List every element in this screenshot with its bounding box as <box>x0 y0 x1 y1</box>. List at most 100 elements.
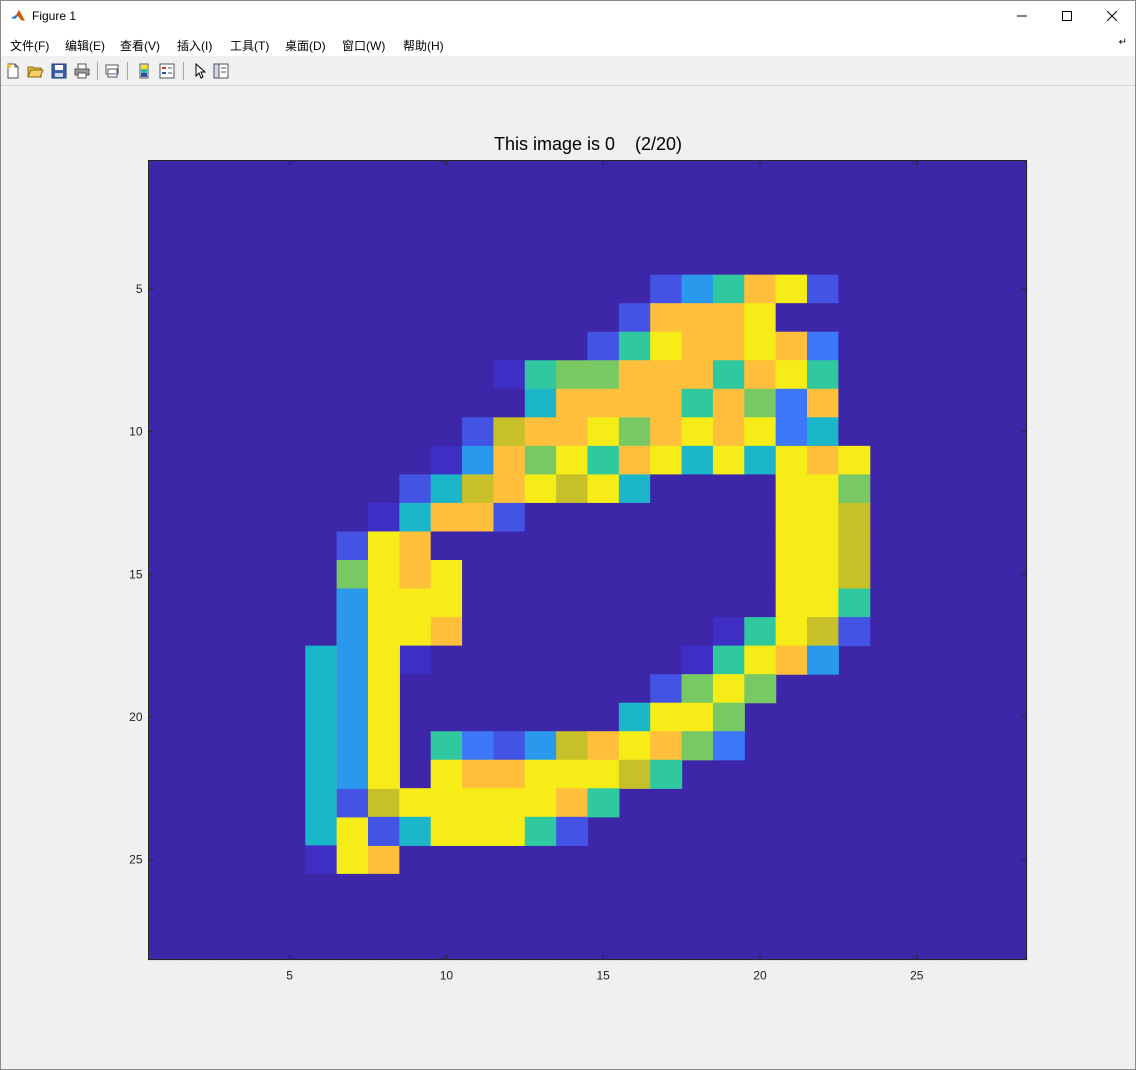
heatmap-cell <box>179 303 212 333</box>
heatmap-cell <box>963 445 996 475</box>
heatmap-cell <box>744 474 777 504</box>
heatmap-cell <box>399 674 432 704</box>
insert-colorbar-icon[interactable] <box>135 62 153 80</box>
heatmap-cell <box>963 189 996 219</box>
heatmap-cell <box>336 759 369 789</box>
minimize-button[interactable] <box>999 1 1045 31</box>
heatmap-cell <box>368 845 400 875</box>
heatmap-cell <box>399 474 432 504</box>
heatmap-cell <box>838 788 871 818</box>
menu-window[interactable]: 窗口(W) <box>342 39 386 53</box>
menu-view[interactable]: 查看(V) <box>120 39 160 53</box>
close-button[interactable] <box>1089 1 1135 31</box>
heatmap-cell <box>712 189 745 219</box>
heatmap-cell <box>305 645 338 675</box>
heatmap-cell <box>179 759 212 789</box>
heatmap-cell <box>869 759 902 789</box>
menu-edit[interactable]: 编辑(E) <box>65 39 105 53</box>
heatmap-cell <box>587 902 620 932</box>
heatmap-cell <box>807 388 839 418</box>
heatmap-cell <box>556 674 589 704</box>
heatmap-cell <box>650 731 683 761</box>
heatmap-cell <box>901 845 934 875</box>
insert-legend-icon[interactable] <box>158 62 176 80</box>
heatmap-cell <box>807 217 839 247</box>
heatmap-cell <box>336 788 369 818</box>
heatmap-cell <box>430 816 463 846</box>
menu-desktop[interactable]: 桌面(D) <box>285 39 326 53</box>
heatmap-cell <box>368 702 400 732</box>
heatmap-cell <box>775 845 808 875</box>
property-inspector-icon[interactable] <box>212 62 230 80</box>
heatmap-cell <box>368 331 400 361</box>
menu-overflow-icon[interactable]: ↵ <box>1118 37 1127 48</box>
heatmap-cell <box>995 731 1028 761</box>
heatmap-cell <box>995 816 1028 846</box>
heatmap-cell <box>587 788 620 818</box>
menu-help[interactable]: 帮助(H) <box>403 39 444 53</box>
heatmap-cell <box>368 902 400 932</box>
heatmap-cell <box>336 246 369 276</box>
window-title: Figure 1 <box>32 9 77 23</box>
heatmap-cell <box>587 417 620 447</box>
heatmap-cell <box>963 674 996 704</box>
heatmap-cell <box>368 417 400 447</box>
heatmap-cell <box>493 731 526 761</box>
heatmap-cell <box>712 217 745 247</box>
edit-plot-icon[interactable] <box>191 62 209 80</box>
heatmap-cell <box>273 617 306 647</box>
menu-insert[interactable]: 插入(I) <box>177 39 213 53</box>
heatmap-cell <box>211 274 244 304</box>
heatmap-cell <box>493 588 526 618</box>
heatmap-cell <box>618 902 651 932</box>
heatmap-cell <box>807 731 839 761</box>
heatmap-cell <box>242 902 275 932</box>
link-axes-icon[interactable] <box>103 62 121 80</box>
heatmap-cell <box>493 217 526 247</box>
print-icon[interactable] <box>73 62 91 80</box>
heatmap-cell <box>179 788 212 818</box>
save-icon[interactable] <box>50 62 68 80</box>
heatmap-cell <box>179 502 212 533</box>
heatmap-cell <box>650 417 683 447</box>
heatmap-cell <box>963 246 996 276</box>
y-tick-label: 10 <box>129 425 143 439</box>
heatmap-cell <box>869 445 902 475</box>
new-figure-icon[interactable] <box>4 62 22 80</box>
heatmap-cell <box>744 788 777 818</box>
heatmap-cell <box>650 303 683 333</box>
heatmap-cell <box>712 502 745 533</box>
heatmap-cell <box>273 674 306 704</box>
menu-tools[interactable]: 工具(T) <box>230 39 270 53</box>
toolbar <box>1 57 1135 86</box>
heatmap-cell <box>524 560 557 590</box>
y-tick-label: 5 <box>136 282 143 296</box>
heatmap-cell <box>775 189 808 219</box>
heatmap-cell <box>524 788 557 818</box>
heatmap-cell <box>462 474 495 504</box>
heatmap-cell <box>399 531 432 561</box>
open-file-icon[interactable] <box>26 62 44 80</box>
heatmap-cell <box>493 388 526 418</box>
heatmap-cell <box>242 274 275 304</box>
maximize-button[interactable] <box>1044 1 1090 31</box>
heatmap-cell <box>681 702 714 732</box>
heatmap-cell <box>524 845 557 875</box>
heatmap-cell <box>524 702 557 732</box>
heatmap-cell <box>963 930 996 961</box>
heatmap-cell <box>462 189 495 219</box>
heatmap-cell <box>336 474 369 504</box>
heatmap-cell <box>273 816 306 846</box>
menu-file[interactable]: 文件(F) <box>10 39 50 53</box>
heatmap-cell <box>179 217 212 247</box>
title-bar[interactable]: Figure 1 <box>1 1 1135 31</box>
heatmap-cell <box>744 902 777 932</box>
heatmap-cell <box>305 617 338 647</box>
heatmap-cell <box>242 388 275 418</box>
heatmap-cell <box>995 873 1028 904</box>
heatmap-cell <box>587 388 620 418</box>
heatmap-cell <box>242 417 275 447</box>
heatmap-cell <box>524 160 557 190</box>
heatmap-cell <box>305 902 338 932</box>
